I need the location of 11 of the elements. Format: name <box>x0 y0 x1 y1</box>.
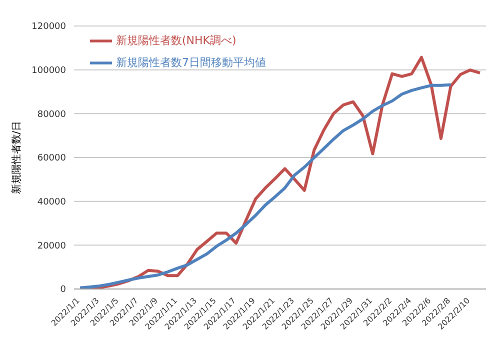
y-tick-label: 40000 <box>37 198 66 208</box>
y-tick-label: 100000 <box>32 66 66 76</box>
y-tick-label: 60000 <box>37 154 66 164</box>
y-tick-label: 120000 <box>32 22 66 32</box>
y-axis-title: 新規陽性者数/日 <box>10 120 23 194</box>
legend-label: 新規陽性者数(NHK調べ) <box>116 34 236 48</box>
line-series <box>78 83 452 289</box>
legend-label: 新規陽性者数7日間移動平均値 <box>116 56 266 70</box>
y-tick-label: 80000 <box>37 110 66 120</box>
y-tick-label: 20000 <box>37 241 66 252</box>
y-tick-label: 0 <box>60 285 66 296</box>
